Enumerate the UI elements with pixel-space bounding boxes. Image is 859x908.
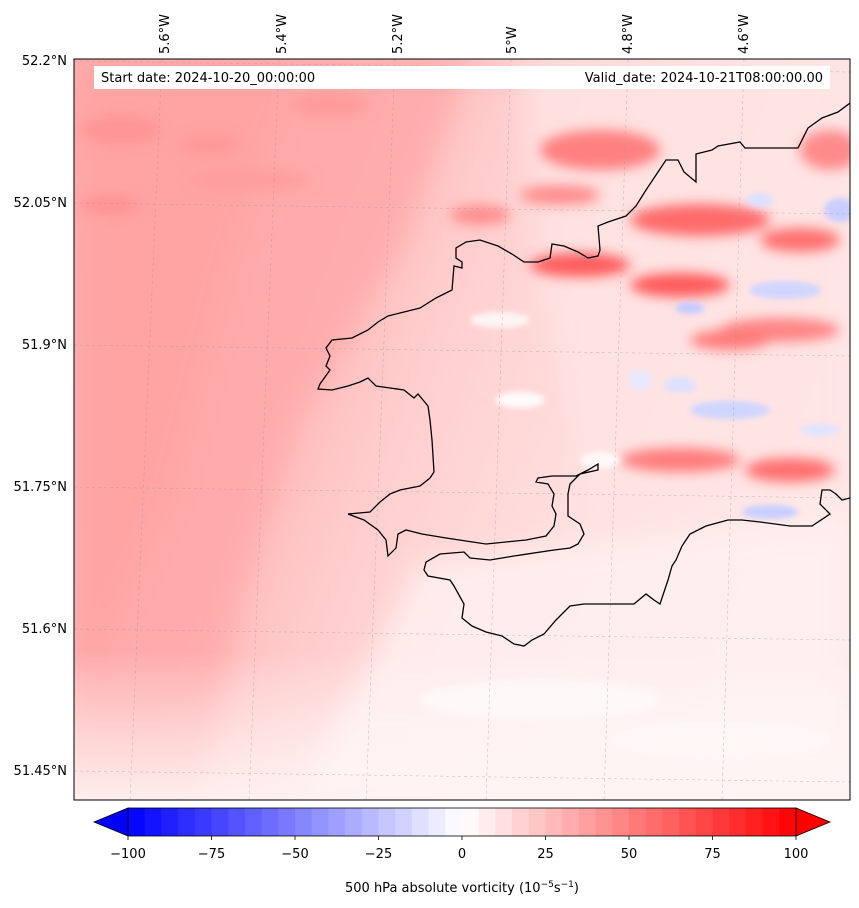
colorbar-tick-label: 0 xyxy=(458,847,466,862)
colorbar-min-extend-arrow xyxy=(92,807,129,837)
colorbar-segment xyxy=(729,808,747,836)
lat-label: 51.75°N xyxy=(14,480,67,495)
colorbar-tick-label: 25 xyxy=(537,847,554,862)
colorbar-tick-label: −75 xyxy=(198,847,225,862)
lon-label: 5.4°W xyxy=(275,14,290,54)
colorbar-segment xyxy=(428,808,446,836)
colorbar-tick-label: −50 xyxy=(281,847,308,862)
colorbar-segment xyxy=(495,808,513,836)
colorbar-segment xyxy=(395,808,413,836)
coastline xyxy=(317,102,850,647)
lon-label: 5.6°W xyxy=(158,14,173,54)
colorbar-title-end: ) xyxy=(574,881,579,896)
colorbar-title-exp2: −1 xyxy=(561,880,574,890)
colorbar-segment xyxy=(345,808,363,836)
colorbar-segment xyxy=(244,808,263,836)
colorbar-segment xyxy=(745,808,764,836)
colorbar-ticks: −100 −75 −50 −25 0 25 50 75 100 xyxy=(110,836,808,862)
colorbar-segment xyxy=(361,808,379,836)
start-date-text: Start date: 2024-10-20_00:00:00 xyxy=(101,71,315,86)
lat-label: 52.05°N xyxy=(14,196,67,211)
graticule xyxy=(74,59,850,800)
lat-label: 51.6°N xyxy=(22,622,67,637)
colorbar-segment xyxy=(311,808,329,836)
colorbar-title-base: 500 hPa absolute vorticity (10 xyxy=(345,881,541,896)
lon-label: 4.8°W xyxy=(621,14,636,54)
colorbar-segment xyxy=(278,808,296,836)
valid-date-text: Valid_date: 2024-10-21T08:00:00.00 xyxy=(585,71,823,86)
colorbar-segment xyxy=(295,808,313,836)
colorbar-segment xyxy=(578,808,597,836)
colorbar-segment xyxy=(378,808,396,836)
colorbar-tick-label: −25 xyxy=(365,847,392,862)
colorbar-segment xyxy=(512,808,530,836)
vorticity-field xyxy=(74,59,850,800)
meridian-line xyxy=(248,59,280,800)
colorbar-segment xyxy=(161,808,179,836)
colorbar-tick-label: 50 xyxy=(621,847,638,862)
colorbar-segment xyxy=(128,808,146,836)
colorbar-segment xyxy=(695,808,713,836)
lon-label: 4.6°W xyxy=(737,14,752,54)
north-coastline xyxy=(317,102,850,647)
colorbar-segment xyxy=(545,808,563,836)
lon-label: 5°W xyxy=(505,26,520,54)
lon-label: 5.2°W xyxy=(391,14,406,54)
date-info-box: Start date: 2024-10-20_00:00:00 Valid_da… xyxy=(94,66,830,89)
colorbar-segment xyxy=(178,808,196,836)
meridian-line xyxy=(129,59,163,800)
colorbar-tick-label: 75 xyxy=(704,847,721,862)
colorbar-title-exp1: −5 xyxy=(541,880,554,890)
colorbar-segment xyxy=(712,808,730,836)
colorbar-segment xyxy=(411,808,430,836)
colorbar-max-extend-arrow xyxy=(795,807,832,837)
colorbar-segment xyxy=(462,808,480,836)
colorbar-segment xyxy=(662,808,680,836)
colorbar-segment xyxy=(645,808,663,836)
colorbar-segment xyxy=(779,808,797,836)
colorbar-segment xyxy=(679,808,697,836)
latitude-labels: 52.2°N 52.05°N 51.9°N 51.75°N 51.6°N 51.… xyxy=(14,54,67,779)
colorbar-title: 500 hPa absolute vorticity (10−5s−1) xyxy=(345,880,579,896)
colorbar-segment xyxy=(445,808,463,836)
map-frame xyxy=(73,58,851,801)
colorbar-segment xyxy=(211,808,229,836)
colorbar: −100 −75 −50 −25 0 25 50 75 100 500 hPa absolute… xyxy=(92,807,832,896)
lat-label: 51.9°N xyxy=(22,338,67,353)
colorbar-segment xyxy=(612,808,630,836)
colorbar-segment xyxy=(194,808,212,836)
colorbar-segment xyxy=(144,808,162,836)
colorbar-segment xyxy=(629,808,647,836)
colorbar-segment xyxy=(328,808,346,836)
colorbar-segment xyxy=(528,808,546,836)
longitude-labels: 5.6°W 5.4°W 5.2°W 5°W 4.8°W 4.6°W xyxy=(158,14,752,54)
lat-label: 51.45°N xyxy=(14,764,67,779)
colorbar-segment xyxy=(562,808,580,836)
colorbar-tick-label: 100 xyxy=(784,847,809,862)
colorbar-segment xyxy=(762,808,780,836)
colorbar-segment xyxy=(478,808,496,836)
colorbar-title-mid: s xyxy=(554,881,561,896)
lat-label: 52.2°N xyxy=(22,54,67,69)
colorbar-segments xyxy=(128,808,797,836)
colorbar-segment xyxy=(261,808,279,836)
colorbar-segment xyxy=(228,808,246,836)
colorbar-tick-label: −100 xyxy=(110,847,146,862)
colorbar-segment xyxy=(595,808,613,836)
